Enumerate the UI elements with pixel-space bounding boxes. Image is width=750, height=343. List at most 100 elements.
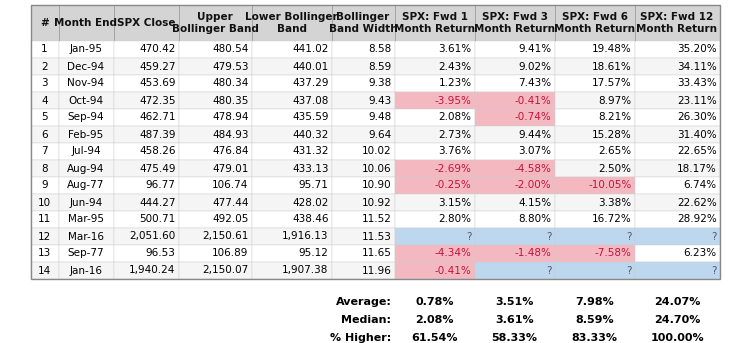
Text: Median:: Median: bbox=[341, 315, 392, 325]
Bar bbox=[475, 262, 554, 279]
Bar bbox=[113, 228, 178, 245]
Text: 9.44%: 9.44% bbox=[518, 130, 551, 140]
Text: 459.27: 459.27 bbox=[139, 61, 176, 71]
Bar bbox=[634, 5, 719, 41]
Text: 441.02: 441.02 bbox=[292, 45, 328, 55]
Text: 479.53: 479.53 bbox=[212, 61, 248, 71]
Text: Lower Bollinger
Band: Lower Bollinger Band bbox=[245, 12, 338, 34]
Text: 17.57%: 17.57% bbox=[592, 79, 632, 88]
Text: 11.53: 11.53 bbox=[362, 232, 392, 241]
Bar bbox=[634, 194, 719, 211]
Bar bbox=[634, 75, 719, 92]
Text: 26.30%: 26.30% bbox=[676, 113, 716, 122]
Bar bbox=[554, 177, 634, 194]
Text: Sep-77: Sep-77 bbox=[68, 248, 104, 259]
Bar bbox=[251, 262, 332, 279]
Text: 2.08%: 2.08% bbox=[416, 315, 454, 325]
Bar bbox=[634, 109, 719, 126]
Bar bbox=[178, 160, 251, 177]
Text: 10: 10 bbox=[38, 198, 51, 208]
Text: Feb-95: Feb-95 bbox=[68, 130, 104, 140]
Bar bbox=[332, 75, 394, 92]
Bar bbox=[554, 194, 634, 211]
Bar bbox=[394, 41, 475, 58]
Bar bbox=[178, 177, 251, 194]
Text: 9.41%: 9.41% bbox=[518, 45, 551, 55]
Text: SPX: Fwd 12
Month Return: SPX: Fwd 12 Month Return bbox=[637, 12, 718, 34]
Text: 35.20%: 35.20% bbox=[676, 45, 716, 55]
Text: 16.72%: 16.72% bbox=[592, 214, 632, 225]
Text: 9.48: 9.48 bbox=[368, 113, 392, 122]
Bar bbox=[251, 5, 332, 41]
Bar bbox=[394, 92, 475, 109]
Bar bbox=[113, 262, 178, 279]
Bar bbox=[178, 194, 251, 211]
Bar bbox=[554, 126, 634, 143]
Text: 433.13: 433.13 bbox=[292, 164, 328, 174]
Bar bbox=[332, 5, 394, 41]
Bar bbox=[554, 58, 634, 75]
Text: 96.77: 96.77 bbox=[146, 180, 176, 190]
Bar bbox=[634, 92, 719, 109]
Text: 478.94: 478.94 bbox=[212, 113, 248, 122]
Text: -2.69%: -2.69% bbox=[435, 164, 472, 174]
Bar bbox=[634, 228, 719, 245]
Bar bbox=[178, 245, 251, 262]
Text: 2.50%: 2.50% bbox=[598, 164, 632, 174]
Text: 3.61%: 3.61% bbox=[438, 45, 472, 55]
Bar bbox=[58, 109, 113, 126]
Text: 95.12: 95.12 bbox=[298, 248, 328, 259]
Text: Aug-77: Aug-77 bbox=[68, 180, 105, 190]
Bar bbox=[554, 262, 634, 279]
Text: 24.07%: 24.07% bbox=[654, 297, 700, 307]
Text: SPX: Fwd 1
Month Return: SPX: Fwd 1 Month Return bbox=[394, 12, 475, 34]
Text: 13: 13 bbox=[38, 248, 51, 259]
Text: 7: 7 bbox=[41, 146, 48, 156]
Bar bbox=[394, 228, 475, 245]
Text: -4.58%: -4.58% bbox=[514, 164, 551, 174]
Bar bbox=[634, 58, 719, 75]
Bar bbox=[394, 177, 475, 194]
Text: 23.11%: 23.11% bbox=[676, 95, 716, 106]
Bar bbox=[58, 5, 113, 41]
Text: 14: 14 bbox=[38, 265, 51, 275]
Text: 479.01: 479.01 bbox=[212, 164, 248, 174]
Text: 435.59: 435.59 bbox=[292, 113, 328, 122]
Text: 4.15%: 4.15% bbox=[518, 198, 551, 208]
Bar bbox=[634, 211, 719, 228]
Text: 2,150.07: 2,150.07 bbox=[202, 265, 248, 275]
Bar bbox=[475, 177, 554, 194]
Text: ?: ? bbox=[546, 232, 551, 241]
Text: 2.43%: 2.43% bbox=[438, 61, 472, 71]
Text: 9.02%: 9.02% bbox=[518, 61, 551, 71]
Bar bbox=[251, 126, 332, 143]
Text: 492.05: 492.05 bbox=[212, 214, 248, 225]
Bar bbox=[251, 58, 332, 75]
Text: 440.32: 440.32 bbox=[292, 130, 328, 140]
Text: ?: ? bbox=[546, 265, 551, 275]
Text: 3.61%: 3.61% bbox=[495, 315, 534, 325]
Text: 2,150.61: 2,150.61 bbox=[202, 232, 248, 241]
Text: 34.11%: 34.11% bbox=[676, 61, 716, 71]
Bar bbox=[554, 5, 634, 41]
Text: 470.42: 470.42 bbox=[140, 45, 176, 55]
Text: 7.43%: 7.43% bbox=[518, 79, 551, 88]
Text: Average:: Average: bbox=[336, 297, 392, 307]
Text: 472.35: 472.35 bbox=[139, 95, 176, 106]
Bar bbox=[58, 143, 113, 160]
Text: 487.39: 487.39 bbox=[139, 130, 176, 140]
Bar bbox=[31, 228, 58, 245]
Bar bbox=[394, 58, 475, 75]
Text: Nov-94: Nov-94 bbox=[68, 79, 104, 88]
Text: -0.25%: -0.25% bbox=[435, 180, 472, 190]
Text: 22.65%: 22.65% bbox=[676, 146, 716, 156]
Text: 8.97%: 8.97% bbox=[598, 95, 632, 106]
Text: ?: ? bbox=[466, 232, 472, 241]
Bar bbox=[31, 41, 58, 58]
Bar bbox=[554, 245, 634, 262]
Text: 3.15%: 3.15% bbox=[438, 198, 472, 208]
Bar bbox=[31, 293, 719, 311]
Text: 96.53: 96.53 bbox=[146, 248, 176, 259]
Bar bbox=[31, 245, 58, 262]
Text: 500.71: 500.71 bbox=[140, 214, 176, 225]
